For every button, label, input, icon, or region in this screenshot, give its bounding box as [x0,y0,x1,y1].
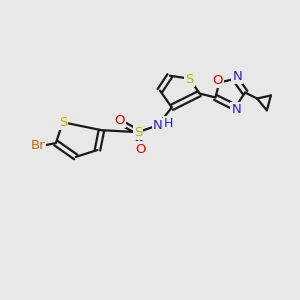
Text: O: O [212,74,223,87]
Text: N: N [232,70,242,83]
Text: S: S [185,73,194,86]
Text: S: S [58,116,67,129]
Text: Br: Br [31,139,45,152]
Text: N: N [231,103,241,116]
Text: H: H [164,117,173,130]
Text: O: O [135,142,145,155]
Text: O: O [114,114,124,127]
Text: S: S [134,126,142,139]
Text: N: N [153,119,163,132]
